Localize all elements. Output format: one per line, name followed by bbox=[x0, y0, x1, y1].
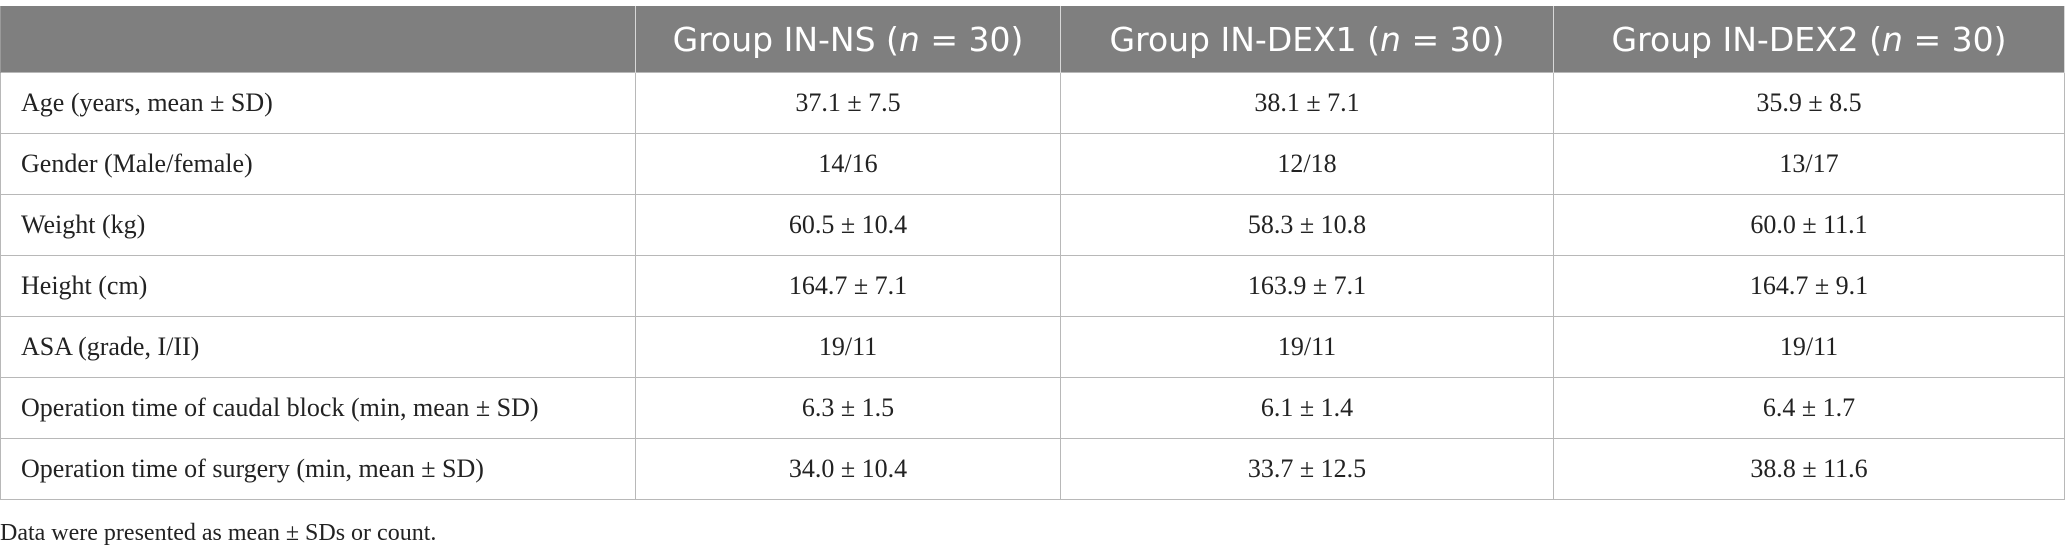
row-label: Weight (kg) bbox=[0, 194, 636, 256]
table-cell: 19/11 bbox=[1553, 316, 2065, 378]
header-cell: Group IN-DEX1 (n = 30) bbox=[1060, 6, 1554, 73]
table-cell: 12/18 bbox=[1060, 133, 1554, 195]
table-cell: 60.0 ± 11.1 bbox=[1553, 194, 2065, 256]
header-cell bbox=[0, 6, 636, 73]
table-row: Operation time of caudal block (min, mea… bbox=[0, 377, 2065, 439]
table-cell: 33.7 ± 12.5 bbox=[1060, 438, 1554, 500]
header-text: Group IN-DEX2 ( bbox=[1611, 19, 1883, 59]
header-italic: n bbox=[1882, 19, 1903, 59]
table-cell: 14/16 bbox=[635, 133, 1061, 195]
header-text: = 30) bbox=[1902, 19, 2007, 59]
table-cell: 163.9 ± 7.1 bbox=[1060, 255, 1554, 317]
header-text: = 30) bbox=[919, 19, 1024, 59]
header-text: Group IN-DEX1 ( bbox=[1109, 19, 1381, 59]
row-label: Operation time of caudal block (min, mea… bbox=[0, 377, 636, 439]
table-cell: 60.5 ± 10.4 bbox=[635, 194, 1061, 256]
table-cell: 13/17 bbox=[1553, 133, 2065, 195]
footnote: Data were presented as mean ± SDs or cou… bbox=[0, 520, 437, 546]
header-italic: n bbox=[898, 19, 920, 59]
table-cell: 37.1 ± 7.5 bbox=[635, 72, 1061, 134]
table-cell: 6.4 ± 1.7 bbox=[1553, 377, 2065, 439]
table-row: Operation time of surgery (min, mean ± S… bbox=[0, 438, 2065, 500]
table-row: ASA (grade, I/II) 19/11 19/11 19/11 bbox=[0, 316, 2065, 378]
table-cell: 6.3 ± 1.5 bbox=[635, 377, 1061, 439]
table-cell: 164.7 ± 7.1 bbox=[635, 255, 1061, 317]
table-cell: 6.1 ± 1.4 bbox=[1060, 377, 1554, 439]
header-text: Group IN-NS ( bbox=[672, 19, 899, 59]
data-table: Group IN-NS (n = 30) Group IN-DEX1 (n = 3… bbox=[0, 6, 2065, 500]
row-label: Operation time of surgery (min, mean ± S… bbox=[0, 438, 636, 500]
header-cell: Group IN-NS (n = 30) bbox=[635, 6, 1061, 73]
header-row: Group IN-NS (n = 30) Group IN-DEX1 (n = 3… bbox=[0, 6, 2065, 73]
table-cell: 38.8 ± 11.6 bbox=[1553, 438, 2065, 500]
row-label: Age (years, mean ± SD) bbox=[0, 72, 636, 134]
header-cell: Group IN-DEX2 (n = 30) bbox=[1553, 6, 2065, 73]
table-body: Age (years, mean ± SD) 37.1 ± 7.5 38.1 ± 7… bbox=[0, 72, 2065, 500]
table-row: Age (years, mean ± SD) 37.1 ± 7.5 38.1 ± 7… bbox=[0, 72, 2065, 134]
header-italic: n bbox=[1380, 19, 1401, 59]
row-label: ASA (grade, I/II) bbox=[0, 316, 636, 378]
table-row: Height (cm) 164.7 ± 7.1 163.9 ± 7.1 164.7 ±… bbox=[0, 255, 2065, 317]
table-cell: 164.7 ± 9.1 bbox=[1553, 255, 2065, 317]
table-cell: 58.3 ± 10.8 bbox=[1060, 194, 1554, 256]
row-label: Gender (Male/female) bbox=[0, 133, 636, 195]
table-row: Weight (kg) 60.5 ± 10.4 58.3 ± 10.8 60.0 ± … bbox=[0, 194, 2065, 256]
table-cell: 19/11 bbox=[1060, 316, 1554, 378]
row-label: Height (cm) bbox=[0, 255, 636, 317]
table-row: Gender (Male/female) 14/16 12/18 13/17 bbox=[0, 133, 2065, 195]
table-cell: 38.1 ± 7.1 bbox=[1060, 72, 1554, 134]
table-cell: 19/11 bbox=[635, 316, 1061, 378]
header-text: = 30) bbox=[1400, 19, 1505, 59]
table-cell: 34.0 ± 10.4 bbox=[635, 438, 1061, 500]
table-cell: 35.9 ± 8.5 bbox=[1553, 72, 2065, 134]
